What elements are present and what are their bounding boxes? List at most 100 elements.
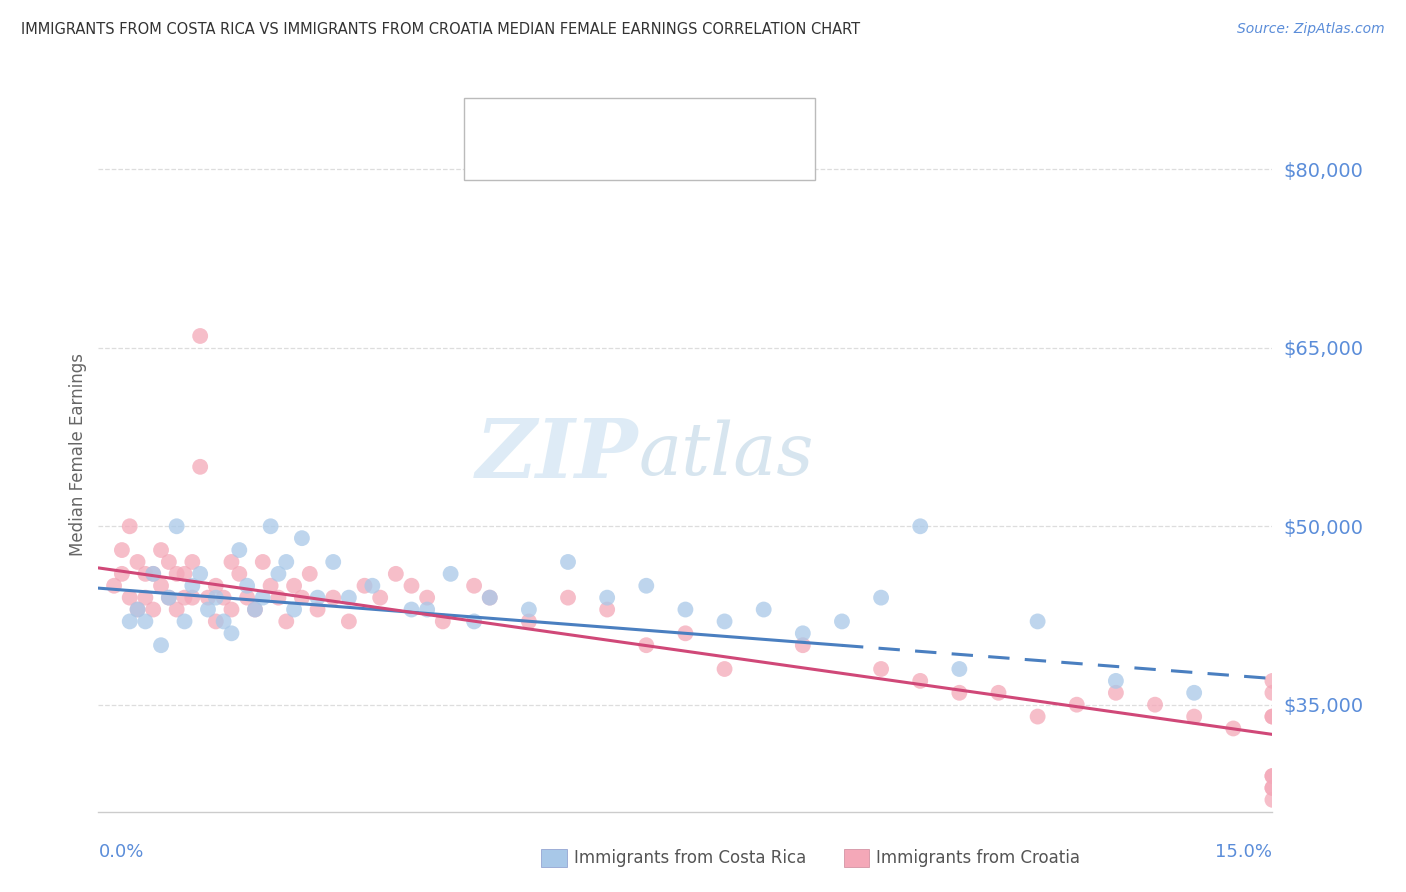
Point	[188, 329, 211, 343]
Point	[127, 602, 149, 616]
Bar	[485, 112, 510, 131]
Point	[166, 602, 188, 616]
Point	[517, 602, 540, 616]
Point	[103, 579, 125, 593]
Text: 15.0%: 15.0%	[1215, 843, 1272, 861]
Point	[236, 579, 259, 593]
Point	[276, 555, 298, 569]
Point	[1261, 780, 1284, 795]
Point	[1066, 698, 1088, 712]
Bar	[485, 144, 510, 163]
Point	[134, 615, 156, 629]
Point	[221, 602, 243, 616]
Bar	[844, 849, 869, 867]
Point	[910, 519, 932, 533]
Point	[1026, 615, 1049, 629]
Point	[307, 602, 329, 616]
Point	[127, 555, 149, 569]
Point	[181, 555, 204, 569]
Point	[432, 615, 454, 629]
Text: R =  -0.292   N = 76: R = -0.292 N = 76	[520, 144, 703, 161]
Text: atlas: atlas	[638, 419, 814, 491]
Point	[166, 519, 188, 533]
Point	[675, 626, 697, 640]
Point	[173, 566, 195, 581]
Point	[368, 591, 391, 605]
Point	[322, 555, 344, 569]
Point	[252, 555, 274, 569]
Point	[142, 602, 165, 616]
Point	[259, 579, 281, 593]
Point	[291, 591, 314, 605]
Point	[596, 591, 619, 605]
Point	[557, 555, 579, 569]
Point	[212, 591, 235, 605]
Point	[298, 566, 321, 581]
Point	[243, 602, 266, 616]
Point	[713, 662, 735, 676]
Point	[157, 555, 180, 569]
Point	[205, 579, 228, 593]
Point	[111, 543, 134, 558]
Point	[197, 591, 219, 605]
Point	[337, 615, 360, 629]
Point	[416, 591, 439, 605]
Point	[463, 579, 485, 593]
Point	[197, 602, 219, 616]
Point	[870, 662, 893, 676]
Point	[322, 591, 344, 605]
Point	[401, 579, 423, 593]
Point	[792, 638, 814, 652]
Point	[142, 566, 165, 581]
Point	[987, 686, 1010, 700]
Point	[291, 531, 314, 545]
Point	[150, 638, 173, 652]
Point	[1182, 686, 1205, 700]
Point	[675, 602, 697, 616]
Point	[792, 626, 814, 640]
Point	[517, 615, 540, 629]
Text: Immigrants from Costa Rica: Immigrants from Costa Rica	[574, 849, 806, 867]
Point	[1105, 686, 1128, 700]
Point	[1261, 769, 1284, 783]
Point	[1026, 709, 1049, 723]
Point	[283, 602, 305, 616]
Point	[181, 579, 204, 593]
Point	[478, 591, 501, 605]
Point	[166, 566, 188, 581]
Text: R =  -0.192   N = 47: R = -0.192 N = 47	[520, 112, 703, 129]
Point	[111, 566, 134, 581]
Point	[188, 566, 211, 581]
Point	[205, 615, 228, 629]
Point	[1261, 769, 1284, 783]
Point	[948, 686, 970, 700]
Point	[1182, 709, 1205, 723]
Text: Source: ZipAtlas.com: Source: ZipAtlas.com	[1237, 22, 1385, 37]
Point	[1261, 709, 1284, 723]
Point	[910, 673, 932, 688]
Text: ZIP: ZIP	[475, 415, 638, 495]
Point	[205, 591, 228, 605]
Point	[276, 615, 298, 629]
Point	[221, 555, 243, 569]
Point	[150, 579, 173, 593]
Point	[252, 591, 274, 605]
Text: IMMIGRANTS FROM COSTA RICA VS IMMIGRANTS FROM CROATIA MEDIAN FEMALE EARNINGS COR: IMMIGRANTS FROM COSTA RICA VS IMMIGRANTS…	[21, 22, 860, 37]
Point	[870, 591, 893, 605]
Point	[478, 591, 501, 605]
Point	[1261, 793, 1284, 807]
Point	[596, 602, 619, 616]
Point	[440, 566, 463, 581]
Y-axis label: Median Female Earnings: Median Female Earnings	[69, 353, 87, 557]
Point	[831, 615, 853, 629]
Point	[243, 602, 266, 616]
Point	[948, 662, 970, 676]
Point	[212, 615, 235, 629]
Point	[1261, 780, 1284, 795]
Text: 0.0%: 0.0%	[98, 843, 143, 861]
Point	[267, 591, 290, 605]
Point	[1261, 709, 1284, 723]
Point	[118, 615, 141, 629]
Point	[134, 566, 156, 581]
Point	[1261, 673, 1284, 688]
